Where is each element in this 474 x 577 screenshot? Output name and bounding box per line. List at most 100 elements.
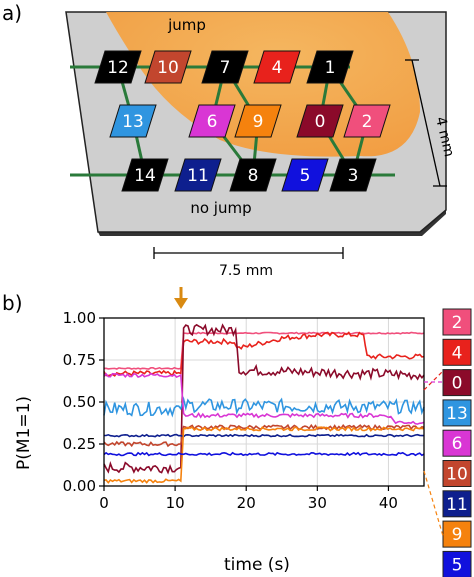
qubit-box [188,104,236,138]
panel-a-label: a) [2,1,22,25]
legend-swatch [442,369,472,397]
qubit-box [234,104,282,138]
legend-item-10: 10 [442,460,472,487]
series-line-4 [103,331,425,377]
legend-label: 13 [446,404,468,424]
y-tick-label: 0.50 [63,393,96,411]
qubit-label: 8 [248,166,259,186]
x-tick-label: 10 [166,494,185,512]
qubit-14: 14 [121,158,169,192]
qubit-box [306,50,354,84]
x-tick-label: 20 [237,494,256,512]
legend-item-11: 11 [442,490,472,518]
legend-swatch [442,460,472,487]
qubit-11: 11 [174,158,222,192]
qubit-label: 14 [134,166,156,186]
qubit-12: 12 [94,50,142,84]
qubit-3: 3 [329,158,377,192]
qubit-label: 13 [122,112,144,132]
chip-side [98,210,446,236]
series-line-5 [103,451,425,457]
legend-item-2: 2 [442,308,472,336]
qubit-9: 9 [234,104,282,138]
legend-item-4: 4 [442,338,472,366]
legend-label: 6 [452,434,463,454]
series-line-13 [103,396,425,418]
qubit-box [329,158,377,192]
series-line-6 [103,372,425,425]
qubit-1: 1 [306,50,354,84]
qubit-box [296,104,344,138]
qubit-4: 4 [253,50,301,84]
qubit-label: 12 [107,58,129,78]
height-dimension [405,59,447,187]
series-line-9 [103,426,425,484]
qubit-label: 1 [325,58,336,78]
x-tick-label: 0 [99,494,109,512]
legend-item-5: 5 [442,550,472,577]
width-dimension-label: 7.5 mm [219,263,273,279]
legend-swatch [442,338,472,366]
qubit-box [174,158,222,192]
qubit-2: 2 [343,104,391,138]
qubit-box [144,50,192,84]
probability-chart: 0.00 0.25 0.50 0.75 1.00 0 10 20 30 40 [63,309,425,512]
qubit-13: 13 [109,104,157,138]
y-tick-label: 0.75 [63,351,96,369]
legend-item-13: 13 [442,399,472,427]
qubit-grid: 12 10 7 4 1 13 6 9 0 2 14 11 8 5 3 [94,50,391,192]
legend-label: 10 [446,465,468,485]
qubit-5: 5 [281,158,329,192]
legend: 2 4 0 13 6 10 11 9 5 [423,308,472,577]
series-line-11 [104,433,424,438]
qubit-label: 5 [300,166,311,186]
qubit-label: 0 [315,112,326,132]
qubit-box [109,104,157,138]
x-tick-label: 30 [308,494,327,512]
legend-swatch [442,520,472,548]
jump-region [106,12,420,157]
legend-label: 2 [452,313,463,333]
legend-swatch [442,550,472,577]
qubit-box [121,158,169,192]
qubit-label: 10 [157,58,179,78]
qubit-label: 2 [362,112,373,132]
legend-label: 5 [452,555,463,575]
legend-swatch [442,490,472,518]
panel-b: b) 0.000.250.500.751.000 10 20 30 40 P(M1=1)… [2,287,472,577]
width-dimension [153,247,344,259]
qubit-box [281,158,329,192]
y-tick-label: 0.25 [63,435,96,453]
x-tick-label: 40 [379,494,398,512]
qubit-box [229,158,277,192]
qubit-box [201,50,249,84]
legend-item-9: 9 [442,520,472,548]
event-arrow [174,287,188,309]
qubit-box [343,104,391,138]
qubit-7: 7 [201,50,249,84]
qubit-label: 3 [348,166,359,186]
no-jump-label: no jump [190,199,251,217]
series-line-2 [103,331,425,370]
y-tick-label: 1.00 [63,309,96,327]
qubit-label: 6 [207,112,218,132]
jump-label: jump [167,16,206,34]
legend-label: 9 [452,525,463,545]
legend-swatch [442,399,472,427]
qubit-label: 7 [220,58,231,78]
qubit-10: 10 [144,50,192,84]
legend-label: 0 [452,374,463,394]
qubit-label: 11 [187,166,209,186]
qubit-6: 6 [188,104,236,138]
y-axis-label: P(M1=1) [14,396,34,470]
qubit-box [94,50,142,84]
qubit-0: 0 [296,104,344,138]
panel-a: a) jump no jump [2,1,457,279]
y-tick-label: 0.00 [63,477,96,495]
x-axis-label: time (s) [224,555,290,575]
qubit-box [253,50,301,84]
legend-item-0: 0 [442,369,472,397]
legend-label: 4 [452,343,463,363]
qubit-8: 8 [229,158,277,192]
